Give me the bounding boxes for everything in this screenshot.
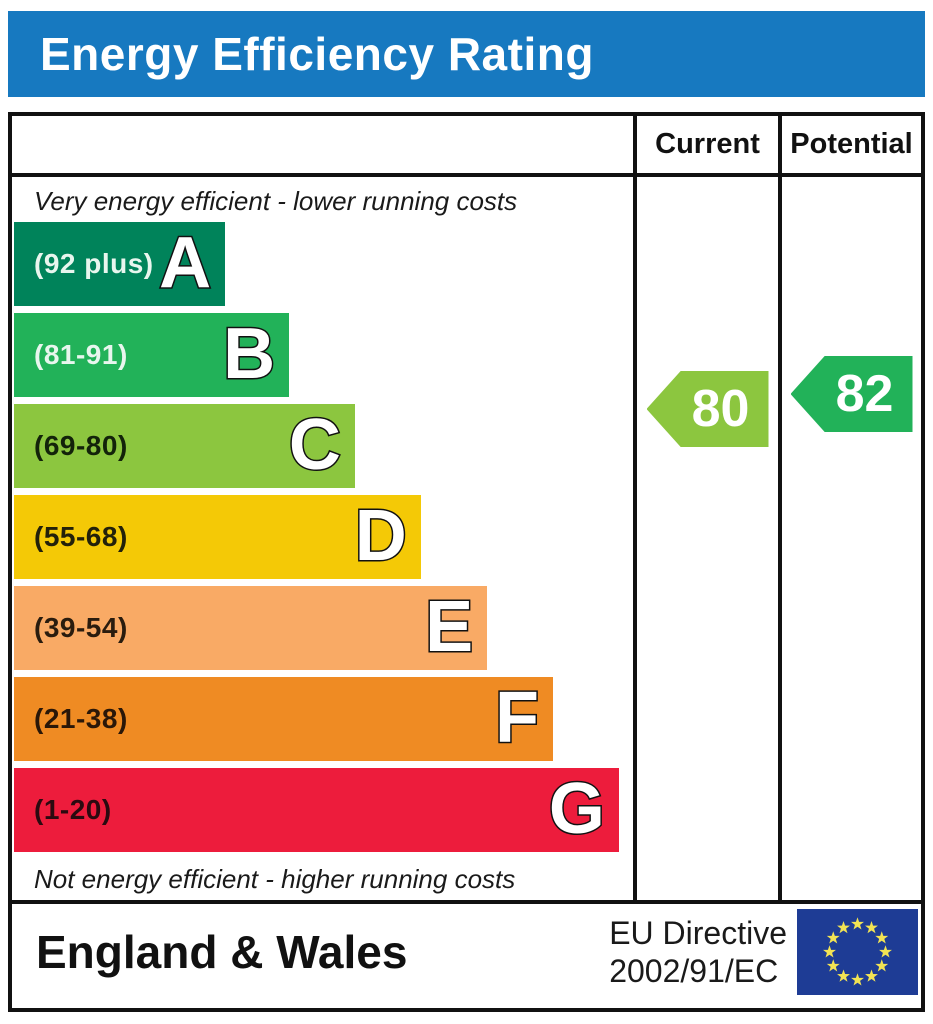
title-bar: Energy Efficiency Rating <box>8 11 925 97</box>
epc-band-D: (55-68) D <box>12 495 633 579</box>
epc-band-bar-C: (69-80) C <box>14 404 355 488</box>
header-spacer-cell <box>12 116 633 173</box>
epc-band-bar-B: (81-91) B <box>14 313 290 397</box>
potential-rating-cell: 82 <box>778 177 921 900</box>
epc-band-C: (69-80) C <box>12 404 633 488</box>
band-range-label: (21-38) <box>34 703 128 734</box>
epc-band-E: (39-54) E <box>12 586 633 670</box>
potential-rating-value: 82 <box>835 365 894 423</box>
page-title: Energy Efficiency Rating <box>40 28 594 80</box>
rating-scale-area: Very energy efficient - lower running co… <box>12 177 633 900</box>
band-letter: D <box>353 495 408 578</box>
epc-band-bar-G: (1-20) G <box>14 768 619 852</box>
eu-directive-label: EU Directive 2002/91/EC <box>609 914 787 991</box>
epc-band-A: (92 plus) A <box>12 222 633 306</box>
band-range-label: (81-91) <box>34 339 128 370</box>
top-note: Very energy efficient - lower running co… <box>34 186 518 216</box>
band-letter: F <box>494 677 541 760</box>
band-letter: C <box>287 404 342 487</box>
eu-directive-line2: 2002/91/EC <box>609 953 779 989</box>
band-range-label: (69-80) <box>34 430 128 461</box>
band-range-label: (1-20) <box>34 794 112 825</box>
current-header-label: Current <box>655 128 760 160</box>
band-range-label: (92 plus) <box>34 248 154 279</box>
epc-bands: (92 plus) A (81-91) B (69-80) C (55-68) D (39-54… <box>12 222 633 852</box>
eu-flag-icon <box>797 909 918 995</box>
epc-band-bar-E: (39-54) E <box>14 586 488 670</box>
region-label: England & Wales <box>36 926 408 978</box>
epc-band-G: (1-20) G <box>12 768 633 852</box>
potential-rating-arrow: 82 <box>790 356 913 432</box>
epc-band-bar-D: (55-68) D <box>14 495 421 579</box>
current-column-header: Current <box>633 116 778 173</box>
band-range-label: (55-68) <box>34 521 128 552</box>
bottom-note: Not energy efficient - higher running co… <box>34 864 516 894</box>
band-range-label: (39-54) <box>34 612 128 643</box>
epc-band-F: (21-38) F <box>12 677 633 761</box>
eu-directive-line1: EU Directive <box>609 914 787 951</box>
potential-header-label: Potential <box>790 128 913 160</box>
current-rating-cell: 80 <box>633 177 778 900</box>
epc-table: Current Potential Very energy efficient … <box>8 112 925 1012</box>
epc-band-bar-F: (21-38) F <box>14 677 554 761</box>
table-header-row: Current Potential <box>12 116 921 177</box>
current-rating-value: 80 <box>691 380 750 438</box>
current-rating-arrow: 80 <box>646 371 769 447</box>
band-letter: G <box>547 768 606 851</box>
table-body-row: Very energy efficient - lower running co… <box>12 177 921 904</box>
band-letter: E <box>424 586 475 669</box>
band-letter: A <box>158 222 213 305</box>
epc-band-B: (81-91) B <box>12 313 633 397</box>
band-letter: B <box>222 313 277 396</box>
table-footer-row: England & Wales EU Directive 2002/91/EC <box>12 904 921 1000</box>
potential-column-header: Potential <box>778 116 921 173</box>
epc-band-bar-A: (92 plus) A <box>14 222 226 306</box>
